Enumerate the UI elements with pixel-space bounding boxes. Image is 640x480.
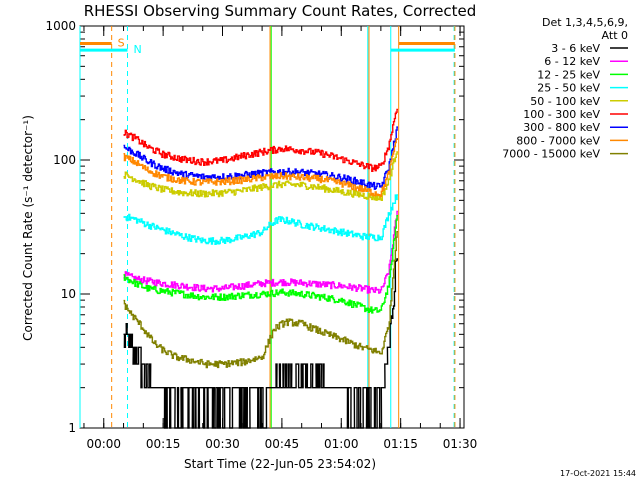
x-tick-label: 01:15 bbox=[383, 437, 418, 451]
legend-label-5: 100 - 300 keV bbox=[523, 108, 600, 121]
y-tick-label: 10 bbox=[61, 287, 76, 301]
series-line-3 bbox=[123, 194, 398, 245]
x-tick-label: 00:45 bbox=[265, 437, 300, 451]
plot-frame bbox=[79, 25, 465, 429]
series-line-0 bbox=[123, 258, 398, 429]
series-line-2 bbox=[123, 215, 398, 314]
y-tick-label: 1 bbox=[68, 421, 76, 435]
legend-label-8: 7000 - 15000 keV bbox=[502, 148, 600, 161]
x-tick-label: 01:30 bbox=[443, 437, 478, 451]
chart-title: RHESSI Observing Summary Count Rates, Co… bbox=[84, 2, 477, 20]
legend-label-2: 12 - 25 keV bbox=[537, 68, 600, 81]
plot-area: 1 10 100 1000 00:00 00:15 00:30 00:45 01:00 01:15… bbox=[45, 19, 477, 451]
series-line-5 bbox=[123, 108, 398, 172]
legend-label-0: 3 - 6 keV bbox=[551, 42, 600, 55]
legend-label-1: 6 - 12 keV bbox=[544, 55, 600, 68]
legend-header-line-2: Att 0 bbox=[602, 29, 628, 42]
x-tick-label: 00:30 bbox=[205, 437, 240, 451]
x-axis-label: Start Time (22-Jun-05 23:54:02) bbox=[184, 457, 376, 471]
x-tick-label: 00:00 bbox=[86, 437, 121, 451]
footer-date: 17-Oct-2021 15:44 bbox=[560, 469, 636, 478]
series-line-1 bbox=[123, 210, 398, 294]
y-axis-label: Corrected Count Rate (s⁻¹ detector⁻¹) bbox=[21, 115, 35, 341]
x-tick-label: 00:15 bbox=[146, 437, 181, 451]
y-tick-label: 1000 bbox=[45, 19, 76, 33]
series-line-7 bbox=[123, 138, 398, 198]
interval-bar-label: S bbox=[118, 37, 125, 50]
legend-header-line-1: Det 1,3,4,5,6,9, bbox=[542, 16, 628, 29]
legend-label-3: 25 - 50 keV bbox=[537, 82, 600, 95]
x-tick-label: 01:00 bbox=[324, 437, 359, 451]
legend-label-6: 300 - 800 keV bbox=[523, 121, 600, 134]
interval-bar-label: N bbox=[134, 43, 142, 56]
y-tick-label: 100 bbox=[53, 153, 76, 167]
legend-label-4: 50 - 100 keV bbox=[530, 95, 600, 108]
series-line-8 bbox=[123, 231, 398, 369]
series-line-4 bbox=[123, 151, 398, 201]
legend-label-7: 800 - 7000 keV bbox=[516, 134, 600, 147]
